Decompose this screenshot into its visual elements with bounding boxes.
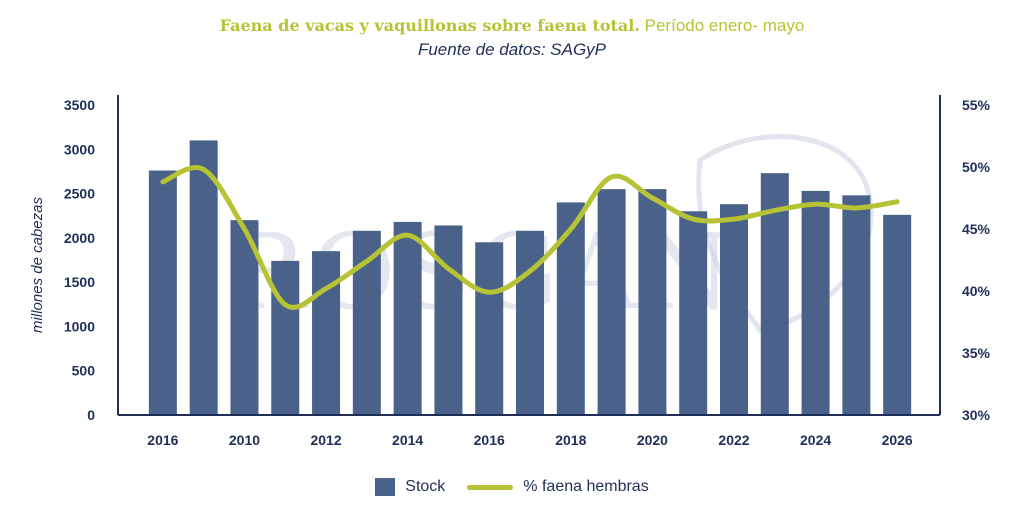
bar-stock xyxy=(189,140,218,415)
y2-tick-label: 35% xyxy=(962,345,991,361)
y2-tick-label: 40% xyxy=(962,283,991,299)
y-tick-label: 1000 xyxy=(64,318,95,334)
bar-stock xyxy=(434,225,463,415)
x-tick-label: 2024 xyxy=(800,432,831,448)
legend-item-stock: Stock xyxy=(375,478,445,496)
bar-stock xyxy=(271,260,300,415)
bar-stock xyxy=(148,170,177,415)
x-tick-label: 2014 xyxy=(392,432,423,448)
y-tick-label: 3500 xyxy=(64,97,95,113)
x-tick-label: 2022 xyxy=(718,432,749,448)
y-tick-label: 0 xyxy=(87,407,95,423)
y-tick-label: 500 xyxy=(72,363,96,379)
y-tick-label: 3000 xyxy=(64,141,95,157)
bar-stock xyxy=(638,189,667,415)
bar-stock xyxy=(801,190,830,415)
x-tick-label: 2018 xyxy=(555,432,586,448)
bar-stock xyxy=(842,195,871,415)
chart-subtitle: Fuente de datos: SAGyP xyxy=(417,40,607,59)
bar-stock xyxy=(719,204,748,415)
bar-stock xyxy=(475,242,504,415)
x-tick-label: 2020 xyxy=(637,432,668,448)
y2-tick-label: 30% xyxy=(962,407,991,423)
legend-item-faena: % faena hembras xyxy=(467,478,649,496)
bar-stock xyxy=(597,189,626,415)
legend-swatch-faena xyxy=(467,484,514,490)
bar-stock xyxy=(556,202,585,415)
bar-stock xyxy=(312,251,341,415)
bar-stock xyxy=(883,214,912,415)
y-tick-label: 2000 xyxy=(64,230,95,246)
y2-tick-label: 45% xyxy=(962,221,991,237)
x-tick-label: 2016 xyxy=(147,432,178,448)
bar-stock xyxy=(679,211,708,415)
x-tick-label: 2016 xyxy=(474,432,505,448)
bar-stock xyxy=(516,230,545,415)
legend-label-faena: % faena hembras xyxy=(523,478,649,495)
chart-title: Faena de vacas y vaquillonas sobre faena… xyxy=(0,14,1024,38)
x-tick-label: 2026 xyxy=(882,432,913,448)
bar-stock xyxy=(393,221,422,415)
y-tick-label: 1500 xyxy=(64,274,95,290)
y2-tick-label: 50% xyxy=(962,159,991,175)
line-faena-hembras xyxy=(160,165,900,310)
y-tick-label: 2500 xyxy=(64,186,95,202)
chart-title-period: Período enero- mayo xyxy=(644,16,805,35)
chart-title-bold: Faena de vacas y vaquillonas sobre faena… xyxy=(219,16,640,35)
y-axis-title: millones de cabezas xyxy=(29,197,46,333)
y2-tick-label: 55% xyxy=(962,97,991,113)
legend-swatch-stock xyxy=(375,478,396,496)
chart-legend: Stock % faena hembras xyxy=(0,478,1024,496)
x-tick-label: 2010 xyxy=(229,432,260,448)
x-tick-label: 2012 xyxy=(310,432,341,448)
legend-label-stock: Stock xyxy=(405,478,446,495)
